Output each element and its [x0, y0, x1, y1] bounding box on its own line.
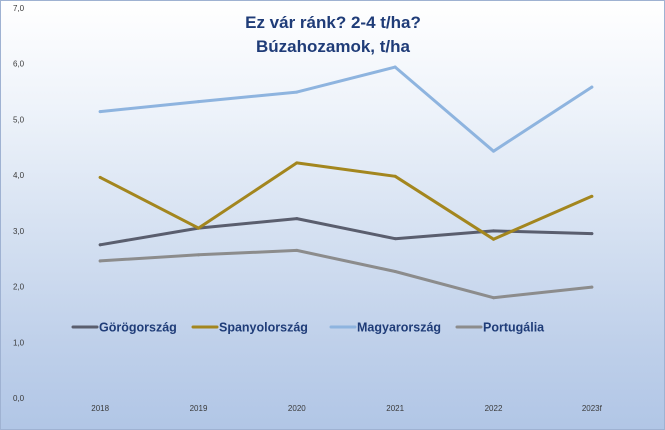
- data-point: [590, 194, 594, 198]
- y-tick-label: 6,0: [13, 60, 25, 69]
- series-line-3: [98, 65, 594, 153]
- series-line-4: [98, 248, 594, 300]
- x-tick-label: 2018: [91, 404, 109, 413]
- series-line-2: [98, 161, 594, 241]
- data-point: [295, 217, 299, 221]
- data-point: [492, 237, 495, 241]
- data-point: [590, 232, 594, 236]
- legend-label: Spanyolország: [219, 321, 308, 335]
- data-point: [197, 253, 200, 257]
- chart-title-line-2: Búzahozamok, t/ha: [256, 37, 411, 56]
- data-point: [98, 110, 102, 114]
- x-axis-tick-labels: 2018 2019 2020 2021 2022 2023f: [91, 404, 602, 413]
- y-tick-label: 4,0: [13, 171, 25, 180]
- data-point: [393, 270, 397, 274]
- data-point: [492, 229, 495, 233]
- chart-title-line-1: Ez vár ránk? 2-4 t/ha?: [245, 13, 421, 32]
- data-point: [393, 237, 397, 241]
- legend-label: Portugália: [483, 321, 545, 335]
- x-tick-label: 2020: [288, 404, 306, 413]
- y-tick-label: 7,0: [13, 4, 25, 13]
- y-tick-label: 2,0: [13, 283, 25, 292]
- x-tick-label: 2019: [190, 404, 208, 413]
- y-tick-label: 3,0: [13, 227, 25, 236]
- data-point: [393, 174, 397, 178]
- data-point: [295, 248, 299, 252]
- y-axis-tick-labels: 0,0 1,0 2,0 3,0 4,0 5,0 6,0 7,0: [13, 4, 25, 403]
- series-line-1: [98, 217, 594, 247]
- x-tick-label: 2023f: [582, 404, 603, 413]
- data-point: [492, 296, 495, 300]
- data-point: [393, 65, 397, 69]
- data-point: [590, 85, 594, 89]
- data-point: [590, 285, 594, 289]
- data-point: [98, 175, 102, 179]
- legend-label: Magyarország: [357, 321, 441, 335]
- data-point: [295, 90, 299, 94]
- series-lines: [98, 65, 594, 300]
- data-point: [197, 100, 200, 104]
- y-tick-label: 5,0: [13, 115, 25, 124]
- data-point: [295, 161, 299, 165]
- data-point: [98, 259, 102, 263]
- legend-label: Görögország: [99, 321, 177, 335]
- x-tick-label: 2021: [386, 404, 404, 413]
- y-tick-label: 1,0: [13, 338, 25, 347]
- legend: Görögország Spanyolország Magyarország Port…: [71, 321, 545, 335]
- y-tick-label: 0,0: [13, 394, 25, 403]
- data-point: [492, 149, 495, 153]
- data-point: [98, 243, 102, 247]
- x-tick-label: 2022: [485, 404, 503, 413]
- data-point: [197, 226, 200, 230]
